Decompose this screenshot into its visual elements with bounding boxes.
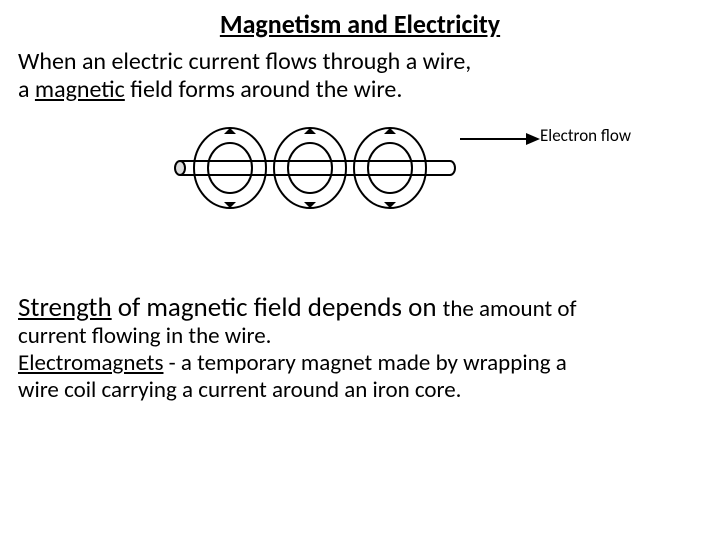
electron-flow-arrow-icon <box>460 131 540 147</box>
seg-2: the amount of <box>443 295 577 323</box>
diagram-region: Electron flow <box>0 103 720 233</box>
intro-paragraph: When an electric current flows through a… <box>0 40 720 103</box>
intro-line-2-pre: a <box>18 75 35 104</box>
electromagnets-word: Electromagnets <box>18 349 163 377</box>
seg-3: current flowing in the wire. <box>18 322 271 350</box>
wire-coils-diagram <box>160 113 460 223</box>
intro-line-2-post: field forms around the wire. <box>125 75 403 104</box>
page-title: Magnetism and Electricity <box>0 0 720 40</box>
seg-4: - a temporary magnet made by wrapping a <box>163 349 566 377</box>
slide: Magnetism and Electricity When an electr… <box>0 0 720 540</box>
seg-5: wire coil carrying a current around an i… <box>18 376 462 404</box>
electron-flow-label: Electron flow <box>540 125 631 146</box>
strength-word: Strength <box>18 291 112 324</box>
intro-line-1: When an electric current flows through a… <box>18 47 471 76</box>
seg-1: of magnetic field depends on <box>112 291 443 324</box>
intro-magnetic-word: magnetic <box>35 75 125 104</box>
body-paragraph: Strength of magnetic field depends on th… <box>0 233 720 404</box>
